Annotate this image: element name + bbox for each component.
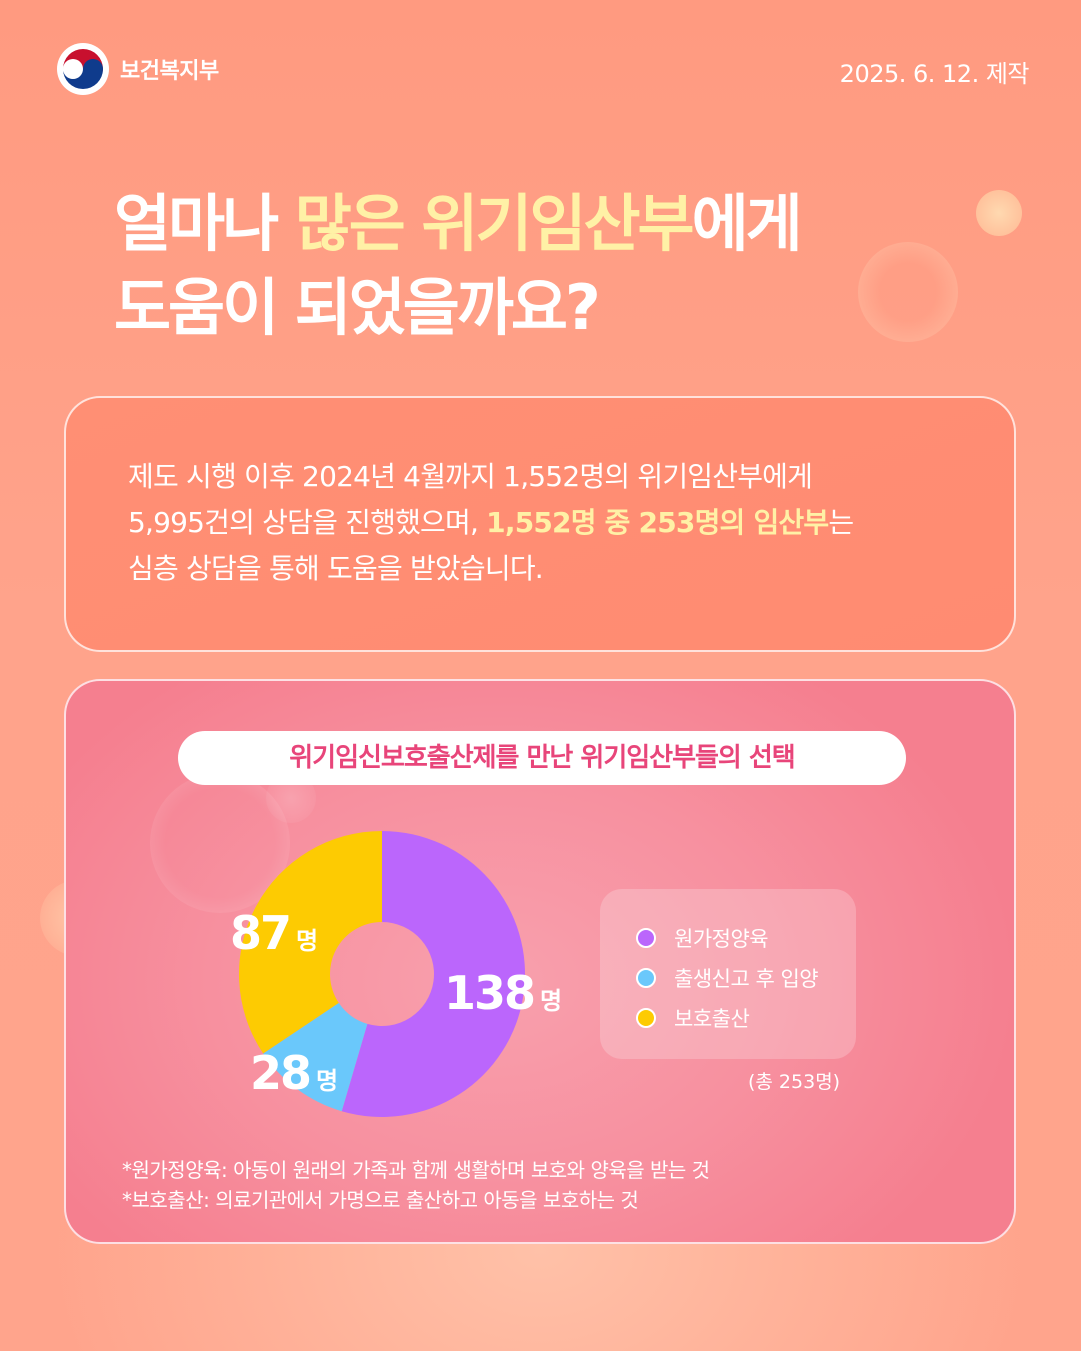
data-label-3: 87 명 xyxy=(230,906,316,960)
summary-highlight: 1,552명 중 253명의 임산부 xyxy=(486,506,829,539)
chart-card: 위기임신보호출산제를 만난 위기임산부들의 선택 138 명 28 명 87 명 원가정양… xyxy=(64,679,1016,1244)
legend-item: 출생신고 후 입양 xyxy=(636,963,819,993)
summary-line-1: 제도 시행 이후 2024년 4월까지 1,552명의 위기임산부에게 xyxy=(128,460,813,493)
title-line-1: 얼마나 많은 위기임산부에게 xyxy=(114,182,803,266)
footnote: *원가정양육: 아동이 원래의 가족과 함께 생활하며 보호와 양육을 받는 것 xyxy=(122,1158,710,1182)
title-highlight: 많은 위기임산부 xyxy=(294,187,695,260)
summary-card: 제도 시행 이후 2024년 4월까지 1,552명의 위기임산부에게 5,99… xyxy=(64,396,1016,652)
ministry-logo: 보건복지부 xyxy=(56,42,219,96)
legend-swatch xyxy=(636,1008,656,1028)
legend-item: 원가정양육 xyxy=(636,923,769,953)
production-date: 2025. 6. 12. 제작 xyxy=(839,60,1030,88)
taeguk-emblem-icon xyxy=(57,43,109,95)
footnote: *보호출산: 의료기관에서 가명으로 출산하고 아동을 보호하는 것 xyxy=(122,1188,639,1212)
donut-chart: 138 명 28 명 87 명 xyxy=(230,831,562,1117)
title-text: 에게 xyxy=(691,187,803,260)
chart-title: 위기임신보호출산제를 만난 위기임산부들의 선택 xyxy=(178,731,906,785)
summary-line-2: 5,995건의 상담을 진행했으며, 1,552명 중 253명의 임산부는 xyxy=(128,500,854,546)
chart-total: (총 253명) xyxy=(748,1071,841,1093)
legend-swatch xyxy=(636,928,656,948)
summary-text-part: 5,995건의 상담을 진행했으며, xyxy=(128,506,487,539)
legend-swatch xyxy=(636,968,656,988)
donut-slice-3 xyxy=(239,831,382,1054)
legend-label: 출생신고 후 입양 xyxy=(674,967,819,991)
data-label-2: 28 명 xyxy=(250,1046,336,1100)
page-title: 얼마나 많은 위기임산부에게 도움이 되었을까요? xyxy=(114,182,803,350)
summary-text: 제도 시행 이후 2024년 4월까지 1,552명의 위기임산부에게 5,99… xyxy=(128,454,854,592)
legend-label: 원가정양육 xyxy=(674,927,769,951)
footnotes: *원가정양육: 아동이 원래의 가족과 함께 생활하며 보호와 양육을 받는 것… xyxy=(122,1155,710,1215)
decor-circle xyxy=(858,242,958,342)
legend-item: 보호출산 xyxy=(636,1003,750,1033)
chart-legend: 원가정양육 출생신고 후 입양 보호출산 xyxy=(600,889,856,1059)
summary-line-3: 심층 상담을 통해 도움을 받았습니다. xyxy=(128,552,544,585)
title-line-2: 도움이 되었을까요? xyxy=(114,271,601,344)
donut-slice-2 xyxy=(263,1002,368,1112)
title-text: 얼마나 xyxy=(114,187,295,260)
data-label-1: 138 명 xyxy=(444,966,560,1020)
donut-slice-1 xyxy=(341,831,526,1117)
decor-circle xyxy=(976,190,1022,236)
legend-label: 보호출산 xyxy=(674,1007,750,1031)
ministry-name: 보건복지부 xyxy=(120,59,219,84)
summary-text-part: 는 xyxy=(828,506,854,539)
